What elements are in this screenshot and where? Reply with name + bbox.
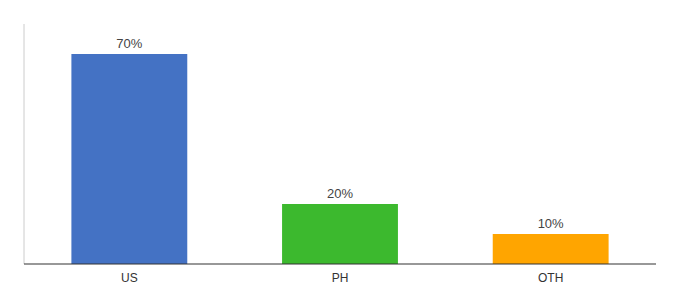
data-label: 10% xyxy=(538,216,564,231)
chart-container: US PH OTH 70% 20% 10% xyxy=(0,0,680,300)
x-tick-label: OTH xyxy=(538,271,563,285)
data-label: 70% xyxy=(116,36,142,51)
chart: US PH OTH 70% 20% 10% xyxy=(0,0,680,300)
bar xyxy=(493,234,609,264)
x-axis-line xyxy=(24,263,656,264)
bars xyxy=(71,54,608,264)
x-tick-label: PH xyxy=(332,271,349,285)
data-label: 20% xyxy=(327,186,353,201)
x-tick-label: US xyxy=(121,271,138,285)
bar xyxy=(282,204,398,264)
bar xyxy=(71,54,187,264)
y-axis-line xyxy=(24,24,25,264)
